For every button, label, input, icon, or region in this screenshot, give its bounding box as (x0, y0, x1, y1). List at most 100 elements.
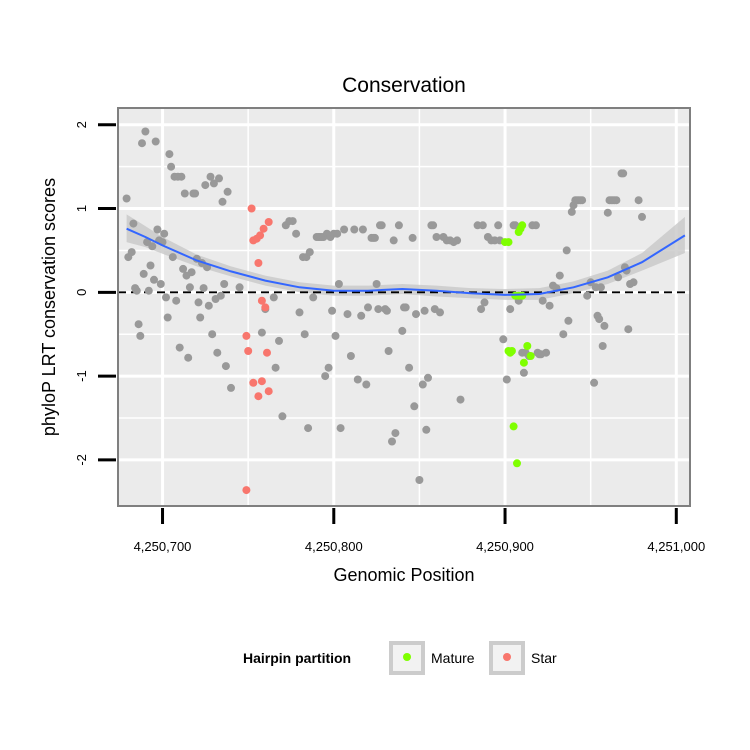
point-other-58 (223, 187, 232, 196)
point-other-17 (153, 225, 162, 234)
plot-frame (117, 107, 691, 507)
point-other-129 (429, 221, 438, 230)
point-other-16 (151, 137, 160, 146)
point-other-95 (346, 352, 355, 360)
point-other-66 (278, 412, 287, 421)
point-other-114 (391, 429, 400, 438)
point-mature-9 (509, 422, 518, 431)
y-tick-label-0: -2 (74, 454, 89, 466)
point-other-178 (578, 196, 587, 205)
point-other-50 (209, 179, 218, 188)
point-other-19 (156, 280, 165, 288)
data-points (122, 127, 646, 495)
point-other-54 (216, 291, 225, 300)
point-star-0 (247, 204, 256, 213)
point-other-127 (424, 373, 432, 382)
y-axis-title: phyloP LRT conservation scores (39, 178, 59, 436)
point-other-64 (271, 363, 280, 372)
legend-label-mature: Mature (431, 650, 475, 666)
point-star-13 (249, 378, 258, 387)
smooth-trend-line (126, 227, 686, 296)
point-star-8 (261, 303, 270, 312)
point-other-77 (309, 293, 318, 302)
point-other-25 (167, 162, 176, 171)
point-other-15 (150, 275, 158, 284)
point-other-6 (134, 320, 143, 329)
point-other-37 (187, 268, 196, 277)
point-other-5 (132, 286, 141, 295)
point-other-155 (519, 368, 528, 377)
point-other-110 (382, 306, 391, 315)
point-other-9 (139, 269, 148, 278)
point-other-42 (196, 313, 205, 322)
point-other-119 (405, 363, 414, 372)
point-mature-13 (519, 358, 528, 367)
point-star-7 (257, 296, 266, 305)
point-other-55 (218, 197, 227, 206)
point-star-14 (254, 392, 263, 401)
point-other-53 (215, 174, 223, 183)
point-other-146 (494, 221, 503, 230)
point-other-24 (165, 150, 174, 159)
point-other-14 (148, 242, 157, 251)
point-other-171 (564, 316, 573, 325)
point-other-196 (619, 169, 628, 178)
point-other-199 (624, 325, 633, 334)
legend-label-star: Star (531, 650, 557, 666)
point-other-163 (538, 296, 547, 305)
point-other-105 (372, 280, 381, 288)
legend-dot-star (503, 653, 511, 661)
x-tick-label-2: 4,250,900 (476, 539, 534, 554)
smooth-line (126, 227, 686, 296)
point-other-121 (410, 402, 419, 411)
point-other-138 (456, 395, 465, 404)
point-star-15 (257, 377, 266, 386)
point-other-150 (506, 305, 515, 314)
point-other-90 (333, 229, 342, 238)
point-other-31 (177, 172, 186, 181)
point-other-125 (420, 306, 429, 315)
point-star-9 (263, 348, 271, 357)
point-mature-5 (518, 221, 527, 230)
point-star-10 (242, 331, 251, 340)
point-other-164 (542, 348, 551, 357)
point-other-21 (160, 229, 169, 238)
x-axis-title: Genomic Position (333, 565, 474, 585)
point-other-202 (634, 196, 643, 205)
point-other-61 (257, 328, 266, 337)
point-other-2 (127, 248, 136, 257)
point-star-3 (256, 231, 265, 240)
point-other-87 (328, 306, 337, 315)
point-other-149 (502, 375, 511, 384)
point-other-8 (138, 139, 146, 148)
point-other-57 (221, 362, 230, 371)
point-other-122 (412, 310, 420, 319)
point-star-5 (264, 218, 273, 226)
point-other-201 (629, 278, 638, 287)
point-other-49 (208, 330, 217, 339)
point-other-99 (358, 225, 367, 234)
point-other-41 (194, 298, 203, 307)
point-other-203 (638, 212, 646, 221)
y-tick-label-1: -1 (74, 370, 89, 382)
point-other-188 (603, 208, 612, 217)
point-other-116 (398, 326, 407, 335)
y-axis: -2 -1 0 1 2 (74, 121, 116, 466)
point-other-132 (436, 308, 444, 317)
point-other-100 (362, 380, 371, 389)
point-other-89 (331, 331, 340, 340)
point-other-115 (394, 221, 403, 230)
point-other-124 (418, 380, 427, 389)
point-other-186 (598, 342, 607, 350)
point-other-56 (220, 280, 229, 288)
point-other-63 (269, 293, 278, 302)
confidence-band (126, 214, 685, 300)
point-other-76 (305, 248, 314, 257)
point-other-98 (357, 311, 366, 320)
point-other-193 (612, 196, 621, 205)
point-other-140 (477, 305, 486, 314)
point-other-179 (583, 291, 592, 300)
point-other-108 (377, 221, 386, 230)
legend-title: Hairpin partition (243, 650, 351, 666)
point-star-11 (244, 347, 253, 355)
